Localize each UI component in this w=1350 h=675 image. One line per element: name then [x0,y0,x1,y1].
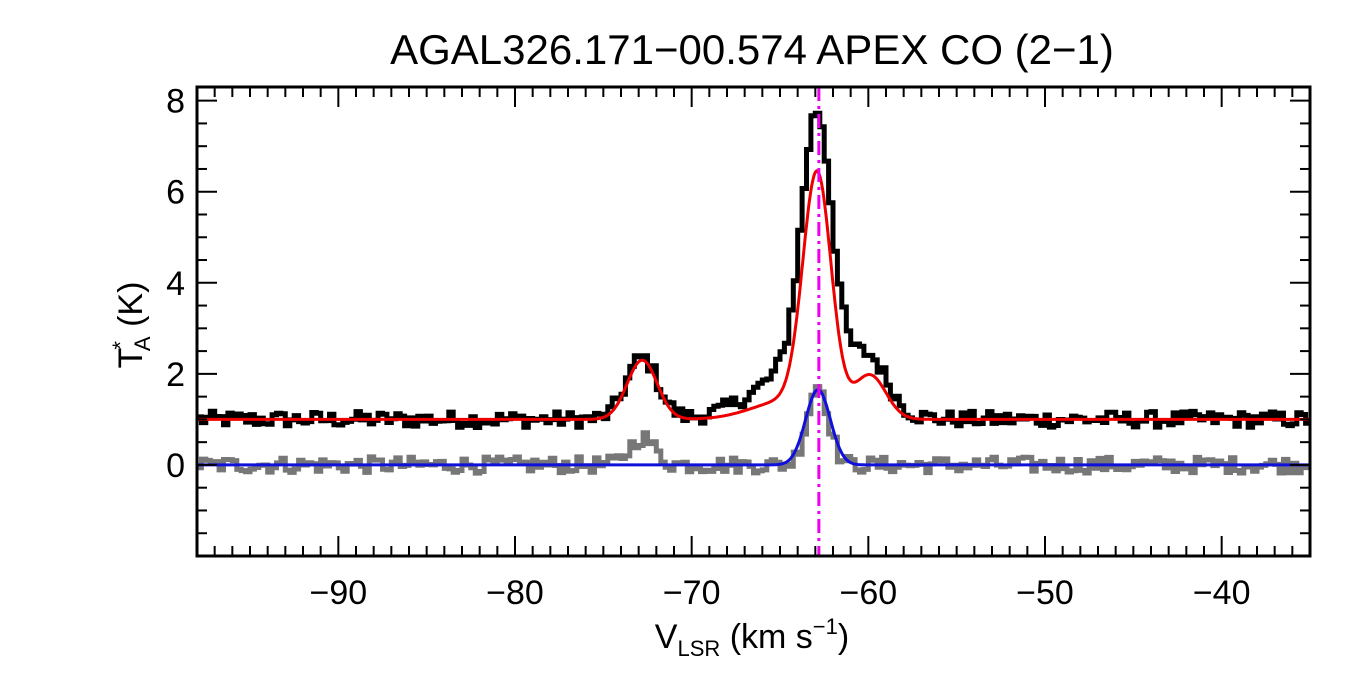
series-fit [197,169,1310,421]
plot-frame [195,85,1312,558]
y-tick-label: 2 [166,356,185,394]
series-observed-spectrum [197,110,1310,430]
x-axis: −90 −80 −70 −60 −50 −40 [213,87,1294,612]
x-tick-label: −70 [663,574,721,612]
y-tick-label: 4 [166,265,185,303]
y-tick-label: 6 [166,174,185,212]
x-tick-label: −50 [1016,574,1074,612]
x-tick-label: −60 [839,574,897,612]
series-second-fit [197,388,1310,467]
plot-area [195,85,1312,558]
y-axis: 0 2 4 6 8 [166,83,1310,557]
y-axis-label: T*A (K) [108,282,155,369]
y-tick-label: 8 [166,83,185,121]
x-axis-label: VLSR (km s−1) [655,614,849,661]
y-tick-label: 0 [166,447,185,485]
x-tick-label: −40 [1193,574,1251,612]
chart-title: AGAL326.171−00.574 APEX CO (2−1) [390,26,1114,73]
x-tick-label: −90 [309,574,367,612]
series-second-spectrum [197,384,1310,476]
x-tick-label: −80 [486,574,544,612]
